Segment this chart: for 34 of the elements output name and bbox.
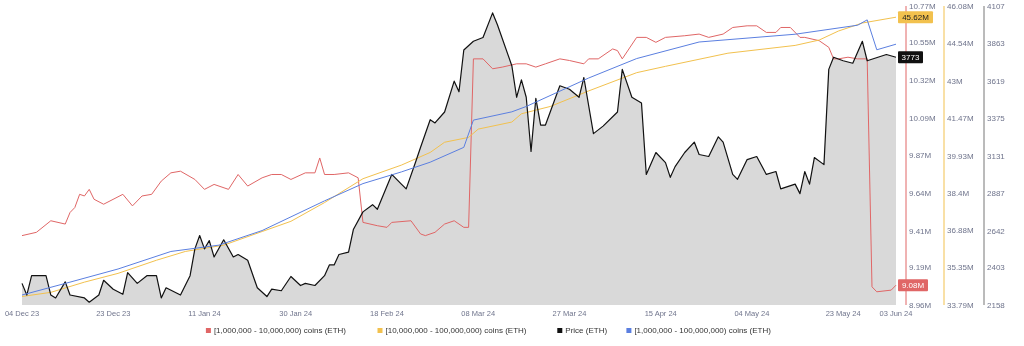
y2-tick-label: 10.55M	[909, 38, 937, 48]
legend-label: Price (ETH)	[565, 326, 608, 335]
y2-tick-label: 9.87M	[909, 150, 932, 160]
y3-tick-label: 35.35M	[947, 263, 975, 273]
legend-label: [10,000,000 - 100,000,000) coins (ETH)	[385, 326, 527, 335]
y3-tick-label: 41.47M	[947, 114, 975, 124]
y-tick-label: 2642	[987, 226, 1006, 236]
y2-tick-label: 10.09M	[909, 114, 937, 124]
y3-tick-label: 46.08M	[947, 2, 975, 11]
y2-tick-label: 8.96M	[909, 301, 932, 310]
y2-tick-label: 9.41M	[909, 226, 932, 236]
y-tick-label: 2403	[987, 263, 1006, 273]
y-tick-label: 3863	[987, 39, 1006, 49]
y2-tick-label: 10.32M	[909, 76, 937, 86]
y-tick-label: 3131	[987, 151, 1006, 161]
y3-tick-label: 36.88M	[947, 225, 975, 235]
y2-tick-label: 9.19M	[909, 263, 932, 273]
data-label: 9.08M	[901, 281, 925, 291]
y3-tick-label: 44.54M	[947, 39, 975, 49]
y-tick-label: 2887	[987, 189, 1006, 199]
legend-label: [1,000,000 - 100,000,000) coins (ETH)	[634, 326, 772, 335]
y-tick-label: 3375	[987, 114, 1006, 124]
y-tick-label: 2158	[987, 301, 1006, 310]
data-label: 45.62M	[902, 13, 930, 23]
y2-tick-label: 9.64M	[909, 188, 932, 198]
y-tick-label: 4107	[987, 2, 1006, 11]
y3-tick-label: 39.93M	[947, 151, 975, 161]
y2-tick-label: 10.77M	[909, 2, 937, 11]
y-tick-label: 3619	[987, 76, 1006, 86]
data-label: 3773	[901, 53, 920, 63]
y3-tick-label: 43M	[947, 76, 963, 86]
y3-tick-label: 33.79M	[947, 301, 975, 310]
y3-tick-label: 38.4M	[947, 188, 970, 198]
legend-label: [1,000,000 - 10,000,000) coins (ETH)	[213, 326, 347, 335]
